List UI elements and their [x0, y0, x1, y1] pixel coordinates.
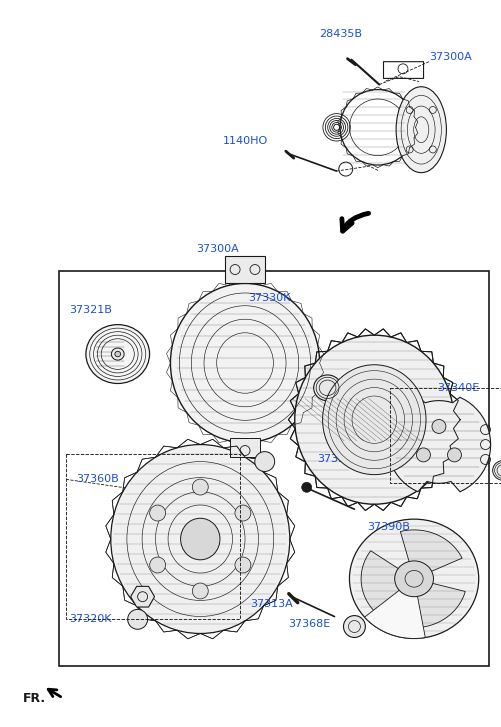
Text: 1140HO: 1140HO [223, 136, 268, 146]
Text: 37368E: 37368E [287, 619, 329, 629]
Text: 37321B: 37321B [69, 305, 112, 316]
Text: 37300A: 37300A [196, 244, 238, 254]
Ellipse shape [111, 348, 124, 360]
Circle shape [192, 479, 208, 495]
Bar [59, 270, 487, 667]
Circle shape [431, 419, 445, 433]
Polygon shape [409, 579, 464, 627]
Text: 37340E: 37340E [436, 383, 478, 393]
Circle shape [301, 482, 311, 492]
Bar [66, 454, 239, 619]
Text: 37300A: 37300A [428, 52, 471, 62]
Circle shape [192, 583, 208, 599]
Text: 37360B: 37360B [76, 474, 119, 484]
Ellipse shape [294, 335, 453, 505]
Circle shape [234, 557, 250, 573]
Circle shape [234, 505, 250, 521]
Text: 37338C: 37338C [317, 454, 360, 465]
Bar [229, 438, 260, 457]
Circle shape [149, 505, 165, 521]
Ellipse shape [115, 351, 120, 357]
Ellipse shape [322, 365, 425, 475]
Ellipse shape [86, 325, 149, 383]
Ellipse shape [313, 375, 341, 401]
Ellipse shape [349, 519, 478, 638]
Ellipse shape [180, 518, 219, 560]
Ellipse shape [170, 284, 319, 443]
Ellipse shape [111, 444, 289, 633]
Circle shape [343, 616, 365, 638]
Circle shape [446, 448, 460, 462]
Ellipse shape [394, 561, 433, 597]
Text: 37313A: 37313A [249, 598, 292, 608]
Text: FR.: FR. [23, 691, 46, 704]
Polygon shape [364, 579, 424, 638]
Ellipse shape [395, 87, 445, 172]
Circle shape [149, 557, 165, 573]
Circle shape [127, 609, 147, 630]
Ellipse shape [491, 460, 501, 481]
Bar [389, 387, 501, 483]
Text: 37320K: 37320K [69, 614, 111, 624]
Text: 37390B: 37390B [367, 522, 409, 532]
Polygon shape [400, 530, 461, 579]
Polygon shape [386, 398, 489, 491]
Circle shape [416, 448, 429, 462]
Text: 37330K: 37330K [247, 294, 290, 303]
Bar [224, 256, 265, 284]
Polygon shape [360, 551, 413, 614]
Text: 28435B: 28435B [319, 29, 362, 39]
Circle shape [255, 451, 274, 472]
